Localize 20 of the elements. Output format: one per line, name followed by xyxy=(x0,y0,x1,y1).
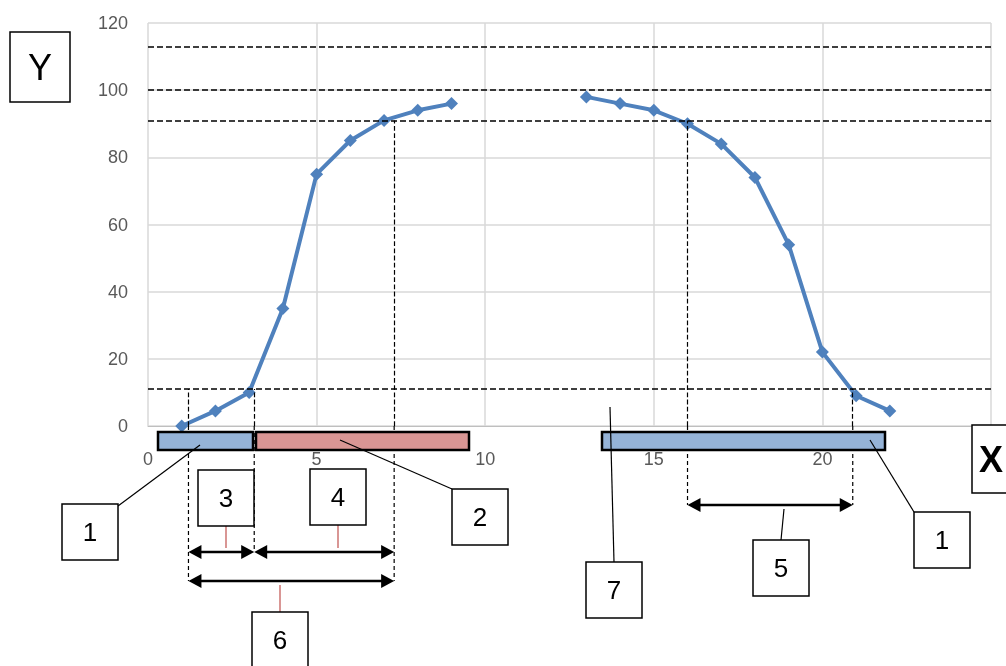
y-tick-label: 0 xyxy=(117,416,128,436)
y-tick-label: 100 xyxy=(97,80,128,101)
y-axis-title: Y xyxy=(27,47,53,88)
y-tick-label: 80 xyxy=(107,147,128,168)
callout: 5 xyxy=(752,508,810,597)
callout: 1 xyxy=(869,439,971,569)
y-tick-label: 20 xyxy=(107,348,128,369)
callout: 6 xyxy=(251,584,309,666)
x-tick-label: 10 xyxy=(475,449,496,469)
y-tick-label: 120 xyxy=(97,13,128,33)
x-tick-label: 15 xyxy=(643,449,664,469)
y-tick-label: 60 xyxy=(107,214,128,235)
x-tick-label: 5 xyxy=(311,449,322,469)
x-tick-label: 0 xyxy=(142,449,154,469)
callout: 4 xyxy=(309,468,367,549)
x-tick-label: 20 xyxy=(812,449,833,469)
x-axis-title: X xyxy=(978,439,1004,480)
callout: 3 xyxy=(197,469,255,549)
callout: 7 xyxy=(585,406,643,619)
y-tick-label: 40 xyxy=(107,281,128,302)
